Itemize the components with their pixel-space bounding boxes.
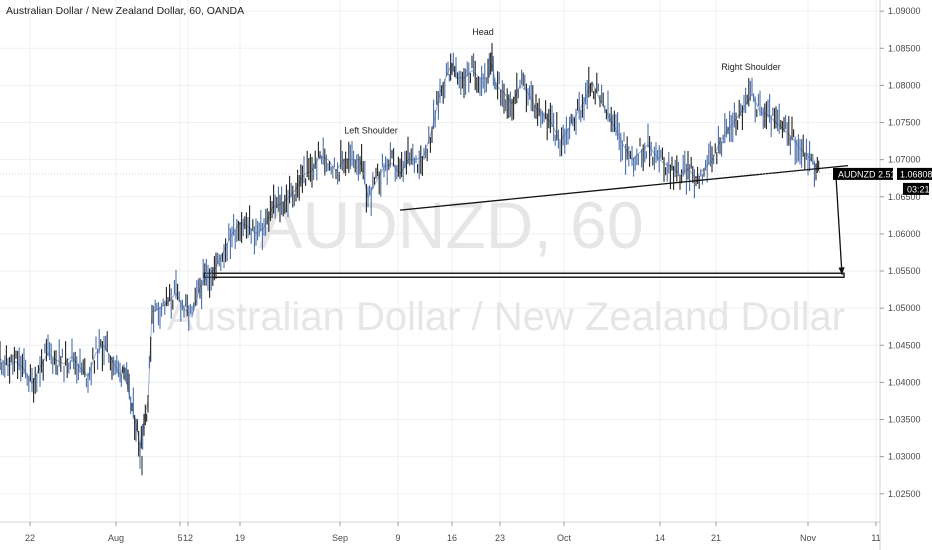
y-tick-label: 1.06500	[888, 192, 921, 202]
x-tick-label: 11	[871, 533, 880, 543]
x-tick-label: Sep	[332, 533, 348, 543]
y-tick-label: 1.08500	[888, 43, 921, 53]
annotation-label: Head	[472, 27, 494, 37]
y-tick-label: 1.05500	[888, 266, 921, 276]
y-tick-label: 1.03000	[888, 452, 921, 462]
chart-title: Australian Dollar / New Zealand Dollar, …	[6, 5, 244, 17]
y-tick-label: 1.04500	[888, 340, 921, 350]
watermark: AUDNZD, 60 Australian Dollar / New Zeala…	[167, 188, 845, 339]
projection-arrow	[835, 176, 843, 275]
x-tick-label: 14	[655, 533, 665, 543]
price-value-bg	[897, 167, 932, 180]
x-tick-label: Nov	[800, 533, 817, 543]
countdown-bg	[903, 182, 929, 195]
x-tick-label: 16	[447, 533, 457, 543]
x-tick-label: 22	[25, 533, 35, 543]
projection-arrow-head	[838, 267, 845, 275]
watermark-symbol: AUDNZD, 60	[258, 188, 643, 262]
x-tick-label: 21	[711, 533, 721, 543]
x-tick-label: Oct	[557, 533, 572, 543]
y-tick-label: 1.04000	[888, 377, 921, 387]
annotation-label: Left Shoulder	[344, 126, 398, 136]
x-tick-label: 12	[183, 533, 193, 543]
x-tick-label: 9	[395, 533, 400, 543]
y-tick-label: 1.09000	[888, 6, 921, 16]
price-label-bg	[833, 167, 893, 180]
y-tick-label: 1.08000	[888, 80, 921, 90]
annotation-label: Right Shoulder	[721, 62, 781, 72]
price-label: AUDNZD 2.51%1.06808 03:21	[0, 167, 932, 195]
y-tick-label: 1.03500	[888, 415, 921, 425]
x-tick-label: 23	[495, 533, 505, 543]
y-tick-label: 1.07000	[888, 155, 921, 165]
countdown-text: 03:21	[907, 184, 930, 194]
target-zone-rect	[203, 272, 845, 279]
watermark-description: Australian Dollar / New Zealand Dollar	[167, 295, 845, 339]
neckline	[399, 164, 849, 211]
price-series	[0, 43, 821, 476]
price-label-text: AUDNZD 2.51%	[838, 169, 904, 179]
pattern-lines	[399, 164, 849, 275]
target-zone	[203, 272, 845, 279]
y-tick-label: 1.02500	[888, 489, 921, 499]
y-tick-label: 1.07500	[888, 118, 921, 128]
y-tick-label: 1.05000	[888, 303, 921, 313]
x-tick-label: Aug	[108, 533, 124, 543]
annotations: Left Shoulder Head Right Shoulder	[344, 27, 781, 136]
price-value-text: 1.06808	[900, 169, 932, 179]
x-tick-label: 19	[235, 533, 245, 543]
y-tick-label: 1.06000	[888, 229, 921, 239]
x-tick-label: 5	[177, 533, 182, 543]
